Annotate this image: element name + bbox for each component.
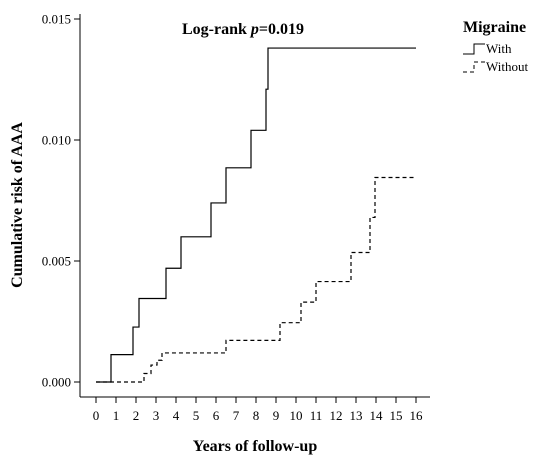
series-line-without xyxy=(96,176,416,383)
y-ticks: 0.000 0.005 0.010 0.015 xyxy=(42,12,80,390)
x-tick-label: 1 xyxy=(113,408,120,423)
x-tick-label: 4 xyxy=(173,408,180,423)
legend-title: Migraine xyxy=(463,19,526,36)
logrank-prefix: Log-rank xyxy=(182,21,251,38)
x-ticks: 0 1 2 3 4 5 6 7 8 9 10 11 12 13 14 15 16 xyxy=(93,397,423,423)
logrank-p: p xyxy=(249,21,259,38)
y-tick-label: 0.000 xyxy=(42,375,71,390)
legend: Migraine With Without xyxy=(463,19,528,74)
x-tick-label: 5 xyxy=(193,408,200,423)
logrank-value: =0.019 xyxy=(259,21,304,38)
x-tick-label: 14 xyxy=(370,408,384,423)
logrank-annotation: Log-rank p=0.019 xyxy=(182,21,304,38)
legend-swatch-with xyxy=(463,43,485,55)
axes xyxy=(79,14,430,398)
x-tick-label: 9 xyxy=(273,408,280,423)
x-tick-label: 0 xyxy=(93,408,100,423)
x-tick-label: 7 xyxy=(233,408,240,423)
series-line-with xyxy=(96,47,416,383)
x-tick-label: 16 xyxy=(410,408,424,423)
x-tick-label: 3 xyxy=(153,408,160,423)
x-tick-label: 6 xyxy=(213,408,220,423)
legend-label-without: Without xyxy=(486,59,528,74)
x-tick-label: 11 xyxy=(310,408,323,423)
x-tick-label: 15 xyxy=(390,408,403,423)
x-tick-label: 13 xyxy=(350,408,363,423)
y-tick-label: 0.010 xyxy=(42,133,71,148)
y-axis-title: Cumulative risk of AAA xyxy=(9,122,26,288)
legend-swatch-without xyxy=(463,61,485,73)
x-axis-title: Years of follow-up xyxy=(193,438,318,455)
x-tick-label: 10 xyxy=(290,408,303,423)
x-tick-label: 2 xyxy=(133,408,140,423)
x-tick-label: 12 xyxy=(330,408,343,423)
x-tick-label: 8 xyxy=(253,408,260,423)
y-tick-label: 0.005 xyxy=(42,254,71,269)
y-tick-label: 0.015 xyxy=(42,12,71,27)
series-lines xyxy=(96,47,416,383)
legend-label-with: With xyxy=(486,41,512,56)
